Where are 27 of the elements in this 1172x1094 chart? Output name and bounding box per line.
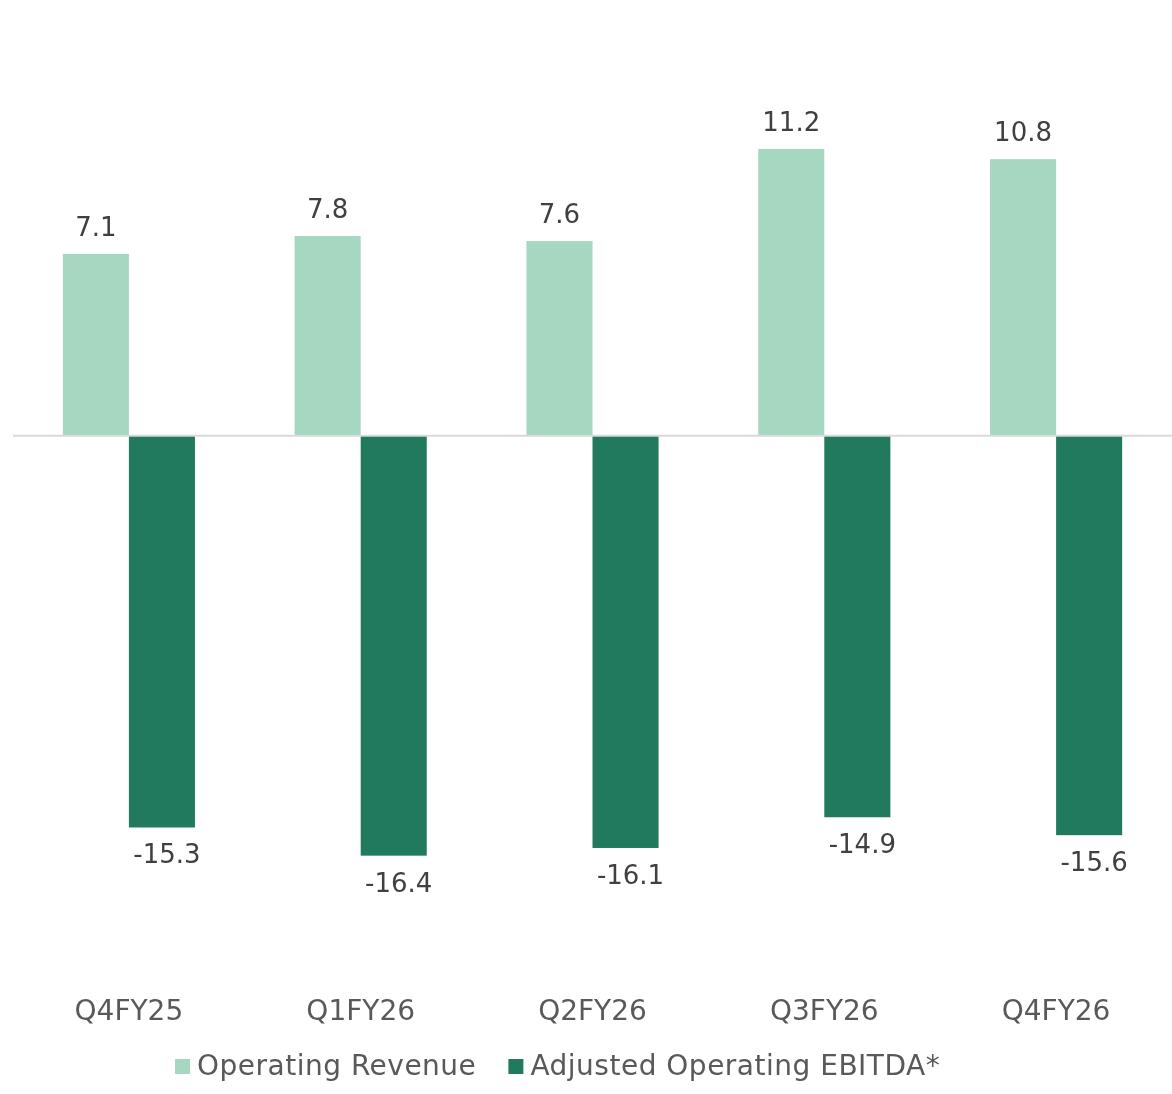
data-label: -16.1	[596, 859, 665, 890]
data-label: -15.6	[1060, 847, 1128, 878]
x-tick-label: Q4FY26	[1001, 994, 1111, 1027]
data-label: -15.3	[133, 839, 201, 870]
bar	[592, 435, 659, 848]
bar	[990, 159, 1057, 436]
x-tick-label: Q4FY25	[74, 994, 184, 1027]
bar	[526, 241, 593, 436]
bar	[128, 435, 195, 828]
legend-label: Adjusted Operating EBITDA*	[530, 1049, 941, 1082]
bar	[360, 435, 427, 856]
data-label: -16.4	[365, 867, 433, 898]
bar	[1056, 435, 1123, 836]
data-label: -14.9	[828, 829, 896, 860]
x-tick-label: Q1FY26	[306, 994, 416, 1027]
data-label: 10.8	[994, 117, 1053, 148]
bar	[824, 435, 891, 818]
legend-label: Operating Revenue	[197, 1049, 477, 1082]
data-label: 7.1	[75, 211, 117, 242]
x-tick-label: Q2FY26	[538, 994, 647, 1027]
bar	[758, 148, 825, 436]
data-label: 7.6	[538, 199, 581, 230]
bar	[294, 236, 361, 436]
x-tick-label: Q3FY26	[769, 994, 879, 1027]
data-label: 7.8	[306, 194, 349, 224]
data-label: 11.2	[762, 106, 821, 137]
bar	[62, 253, 129, 436]
